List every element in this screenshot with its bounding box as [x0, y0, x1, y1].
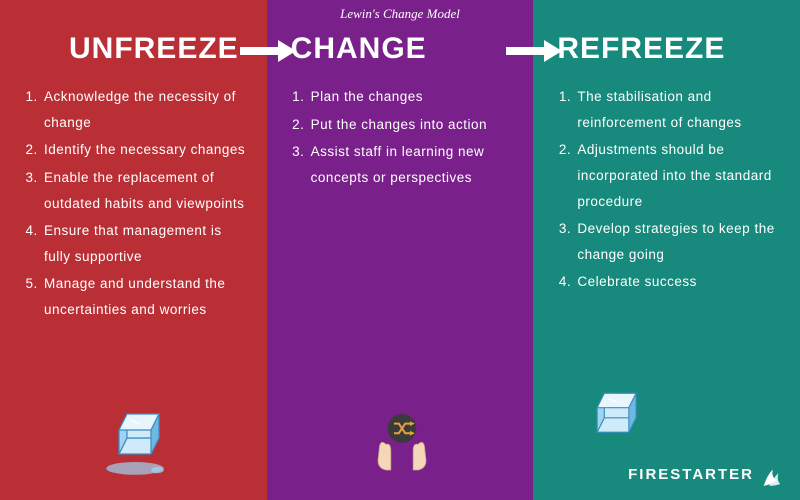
- heading-unfreeze: UNFREEZE: [24, 32, 247, 66]
- column-refreeze: REFREEZE The stabilisation and reinforce…: [533, 0, 800, 500]
- list-item: Identify the necessary changes: [42, 137, 247, 163]
- list-refreeze: The stabilisation and reinforcement of c…: [557, 84, 780, 297]
- hands-shuffle-icon: [291, 398, 514, 488]
- list-unfreeze: Acknowledge the necessity of change Iden…: [24, 84, 247, 325]
- list-item: Assist staff in learning new concepts or…: [309, 139, 514, 190]
- column-unfreeze: UNFREEZE Acknowledge the necessity of ch…: [0, 0, 267, 500]
- list-item: Develop strategies to keep the change go…: [575, 216, 780, 267]
- flame-icon: [760, 460, 782, 488]
- list-item: Ensure that management is fully supporti…: [42, 218, 247, 269]
- list-item: Manage and understand the uncertainties …: [42, 271, 247, 322]
- logo-text: FIRESTARTER: [628, 466, 754, 483]
- list-item: Put the changes into action: [309, 112, 514, 138]
- firestarter-logo: FIRESTARTER: [628, 460, 782, 488]
- list-change: Plan the changes Put the changes into ac…: [291, 84, 514, 193]
- melting-ice-cube-icon: [24, 398, 247, 488]
- arrow-icon: [506, 40, 562, 62]
- list-item: Plan the changes: [309, 84, 514, 110]
- list-item: Acknowledge the necessity of change: [42, 84, 247, 135]
- list-item: The stabilisation and reinforcement of c…: [575, 84, 780, 135]
- column-change: CHANGE Plan the changes Put the changes …: [267, 0, 534, 500]
- heading-refreeze: REFREEZE: [557, 32, 780, 66]
- list-item: Celebrate success: [575, 269, 780, 295]
- list-item: Adjustments should be incorporated into …: [575, 137, 780, 214]
- heading-change: CHANGE: [291, 32, 514, 66]
- arrow-icon: [240, 40, 296, 62]
- model-title: Lewin's Change Model: [340, 6, 460, 22]
- list-item: Enable the replacement of outdated habit…: [42, 165, 247, 216]
